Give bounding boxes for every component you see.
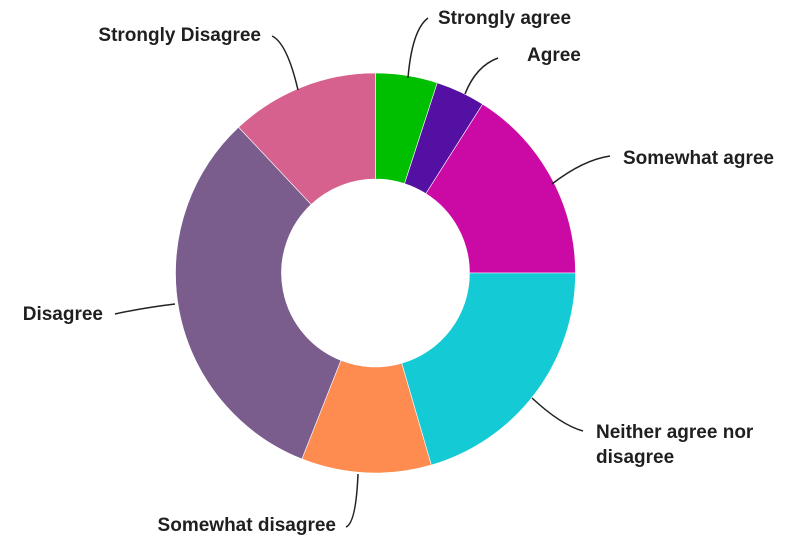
slice-disagree bbox=[175, 126, 342, 460]
label-line: Agree bbox=[527, 45, 581, 66]
label-line: Neither agree nor bbox=[596, 422, 754, 443]
leader-strongly-disagree bbox=[271, 35, 299, 91]
label-strongly-disagree: Strongly Disagree bbox=[98, 25, 261, 46]
label-somewhat-agree: Somewhat agree bbox=[623, 148, 774, 169]
leader-agree bbox=[464, 57, 499, 95]
label-strongly-agree: Strongly agree bbox=[438, 8, 571, 29]
label-line: Somewhat agree bbox=[623, 148, 774, 169]
leader-lines bbox=[114, 17, 611, 528]
label-line: disagree bbox=[596, 447, 674, 468]
leader-somewhat-agree bbox=[551, 155, 611, 185]
slice-somewhat-agree bbox=[425, 103, 576, 274]
slices bbox=[175, 72, 576, 474]
label-line: Strongly agree bbox=[438, 8, 571, 29]
label-neither-agree-nor-disagree: Neither agree nor disagree bbox=[596, 422, 754, 468]
leader-somewhat-disagree bbox=[345, 473, 359, 528]
slice-labels: Strongly agree Agree Somewhat agree Neither… bbox=[23, 8, 774, 536]
slice-neither-agree-nor-disagree bbox=[401, 272, 576, 466]
label-line: Strongly Disagree bbox=[98, 25, 261, 46]
label-somewhat-disagree: Somewhat disagree bbox=[158, 515, 336, 536]
leader-neither-agree-nor-disagree bbox=[531, 397, 584, 432]
leader-disagree bbox=[114, 303, 176, 315]
label-disagree: Disagree bbox=[23, 304, 103, 325]
label-agree: Agree bbox=[527, 45, 581, 66]
label-line: Disagree bbox=[23, 304, 103, 325]
label-line: Somewhat disagree bbox=[158, 515, 336, 536]
slice-strongly-disagree bbox=[238, 72, 376, 205]
leader-strongly-agree bbox=[407, 17, 429, 79]
